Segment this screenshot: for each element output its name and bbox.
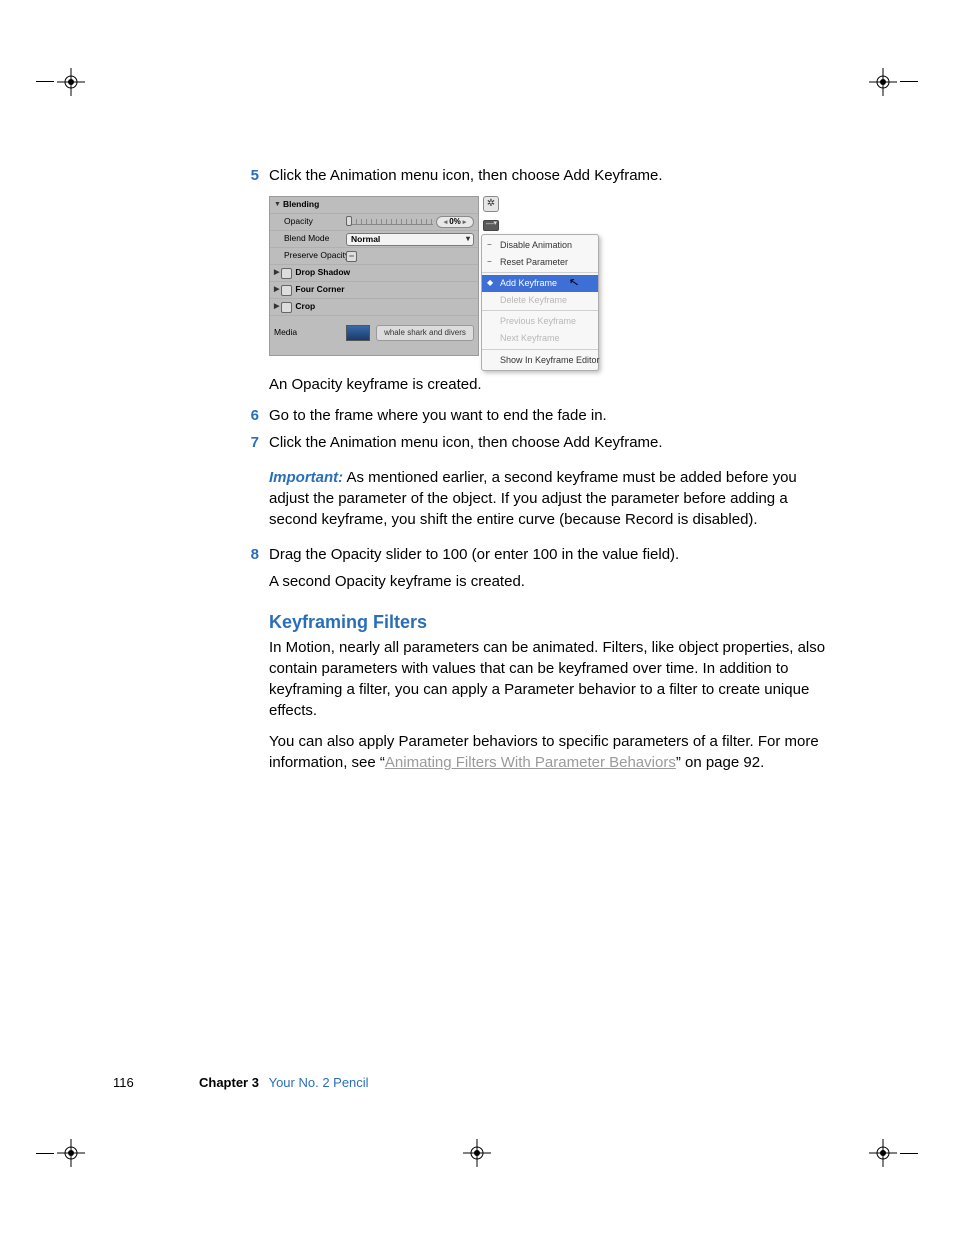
blend-mode-dropdown[interactable]: Normal [346, 233, 474, 246]
crop-mark-icon [869, 68, 897, 96]
menu-item-add-keyframe[interactable]: ◆Add Keyframe [482, 275, 598, 292]
crop-mark-icon [57, 1139, 85, 1167]
media-well[interactable]: whale shark and divers [376, 325, 474, 341]
step-5: 5 Click the Animation menu icon, then ch… [269, 165, 839, 186]
gear-icon[interactable]: ✲ [483, 196, 499, 212]
inspector-panel: ▼Blending Opacity 0% Blend Mode Normal P… [269, 196, 479, 356]
crop-mark-icon [463, 1139, 491, 1167]
disclosure-down-icon[interactable]: ▼ [274, 200, 281, 210]
enable-checkbox[interactable] [281, 302, 292, 313]
important-text: As mentioned earlier, a second keyframe … [269, 469, 797, 528]
step-text: Click the Animation menu icon, then choo… [269, 432, 839, 453]
media-thumbnail [346, 325, 370, 341]
step-result: An Opacity keyframe is created. [269, 374, 839, 395]
hairline-icon [36, 81, 54, 82]
menu-item-delete-keyframe: Delete Keyframe [482, 292, 598, 309]
hairline-icon [900, 1153, 918, 1154]
section-heading: Keyframing Filters [269, 610, 839, 635]
crop-mark-icon [869, 1139, 897, 1167]
crop-mark-icon [57, 68, 85, 96]
chapter-ref: Chapter 3 Your No. 2 Pencil [199, 1074, 369, 1092]
disclosure-right-icon[interactable]: ▶ [274, 302, 279, 312]
disclosure-right-icon[interactable]: ▶ [274, 268, 279, 278]
page-number: 116 [113, 1074, 159, 1092]
animation-popup-menu: −Disable Animation −Reset Parameter ◆Add… [481, 234, 599, 371]
group-label: Drop Shadow [295, 267, 367, 279]
preserve-opacity-checkbox[interactable] [346, 251, 357, 262]
step-text: Drag the Opacity slider to 100 (or enter… [269, 544, 839, 565]
menu-separator [482, 349, 598, 350]
menu-item-reset-parameter[interactable]: −Reset Parameter [482, 254, 598, 271]
opacity-slider[interactable] [346, 219, 433, 225]
hairline-icon [36, 1153, 54, 1154]
step-7: 7 Click the Animation menu icon, then ch… [269, 432, 839, 453]
body-paragraph: You can also apply Parameter behaviors t… [269, 731, 839, 773]
body-paragraph: In Motion, nearly all parameters can be … [269, 637, 839, 721]
step-text: Click the Animation menu icon, then choo… [269, 165, 839, 186]
disclosure-right-icon[interactable]: ▶ [274, 285, 279, 295]
step-8: 8 Drag the Opacity slider to 100 (or ent… [269, 544, 839, 565]
cross-reference-link[interactable]: Animating Filters With Parameter Behavio… [385, 754, 676, 771]
group-label: Four Corner [295, 284, 367, 296]
menu-item-previous-keyframe: Previous Keyframe [482, 313, 598, 330]
step-number: 7 [243, 432, 269, 453]
param-label: Opacity [274, 216, 346, 228]
hairline-icon [900, 81, 918, 82]
enable-checkbox[interactable] [281, 268, 292, 279]
param-label: Media [274, 327, 346, 339]
step-number: 6 [243, 405, 269, 426]
menu-item-next-keyframe: Next Keyframe [482, 330, 598, 347]
step-number: 8 [243, 544, 269, 565]
menu-separator [482, 310, 598, 311]
enable-checkbox[interactable] [281, 285, 292, 296]
page-content: 5 Click the Animation menu icon, then ch… [269, 165, 839, 783]
animation-menu-button[interactable] [483, 220, 499, 231]
step-result: A second Opacity keyframe is created. [269, 571, 839, 592]
menu-item-show-in-keyframe-editor[interactable]: Show In Keyframe Editor [482, 352, 598, 369]
step-number: 5 [243, 165, 269, 186]
chapter-title: Your No. 2 Pencil [269, 1075, 369, 1090]
group-label: Crop [295, 301, 367, 313]
group-label: Blending [283, 199, 355, 211]
param-label: Blend Mode [274, 233, 346, 245]
paragraph-text: ” on page 92. [676, 754, 764, 771]
param-label: Preserve Opacity [274, 250, 346, 262]
chapter-label: Chapter 3 [199, 1075, 259, 1090]
important-note: Important: As mentioned earlier, a secon… [269, 467, 839, 530]
step-6: 6 Go to the frame where you want to end … [269, 405, 839, 426]
step-text: Go to the frame where you want to end th… [269, 405, 839, 426]
opacity-value-field[interactable]: 0% [436, 216, 474, 228]
page-footer: 116 Chapter 3 Your No. 2 Pencil [113, 1074, 369, 1092]
important-label: Important: [269, 469, 343, 486]
menu-item-disable-animation[interactable]: −Disable Animation [482, 237, 598, 254]
menu-separator [482, 272, 598, 273]
screenshot-figure: ▼Blending Opacity 0% Blend Mode Normal P… [269, 196, 604, 358]
